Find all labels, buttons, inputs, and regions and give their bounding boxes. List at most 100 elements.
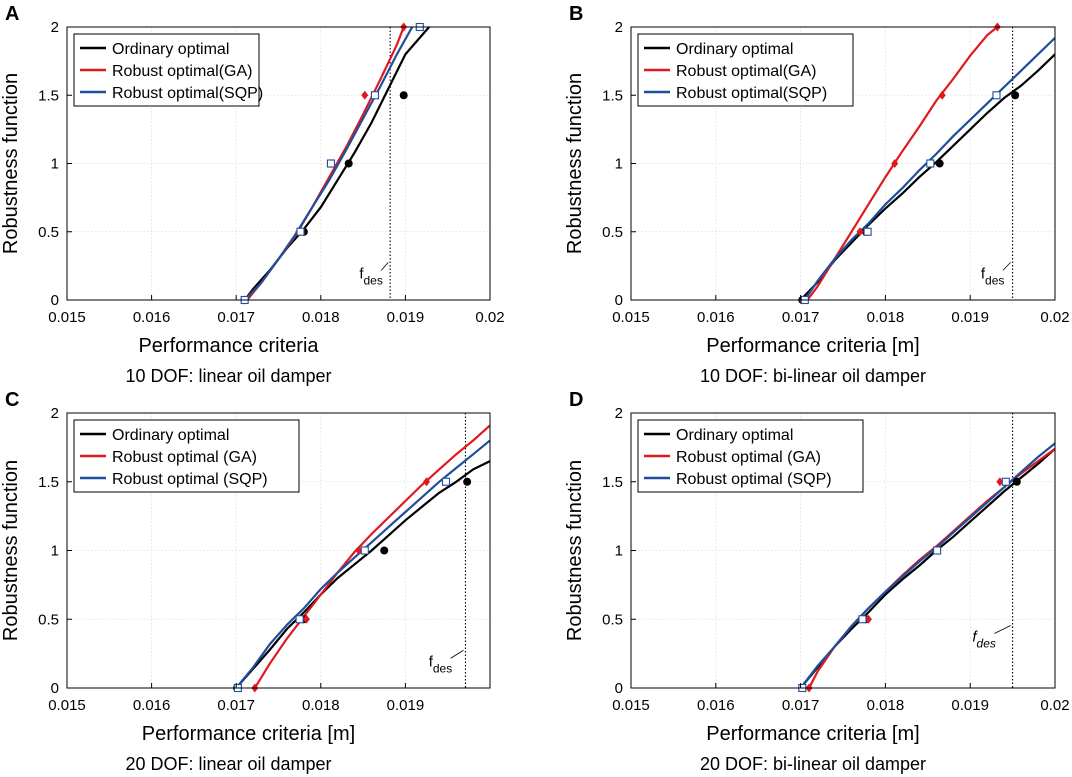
y-tick-label: 0 [51, 292, 59, 309]
data-point-ga [891, 159, 899, 168]
y-tick-label: 2 [615, 19, 623, 36]
y-tick-label: 2 [615, 405, 623, 422]
x-tick-label: 0.018 [302, 697, 340, 714]
panel-c: fdes 0.015 0.016 0.017 0.018 0.019 0 0.5 1 1.5 2 Pe… [0, 389, 491, 774]
data-point-ordinary [1011, 91, 1020, 100]
x-tick-label: 0.018 [867, 309, 905, 326]
x-tick-label: 0.016 [133, 697, 171, 714]
series-line-ga [253, 424, 490, 688]
data-point-ga [355, 546, 363, 555]
x-tick-label: 0.019 [387, 697, 425, 714]
data-point-ga [938, 90, 946, 100]
x-tick-label: 0.017 [217, 697, 255, 714]
data-point-sqp [1001, 477, 1010, 486]
x-tick-label: 0.019 [951, 697, 989, 714]
data-point-ga [423, 477, 431, 487]
data-point-ga [996, 477, 1004, 487]
y-tick-label: 0 [51, 680, 59, 697]
legend-box [73, 419, 300, 493]
y-tick-label: 1.5 [602, 474, 623, 491]
legend-label-ordinary: Ordinary optimal [676, 427, 793, 444]
panel-a: fdes 0.015 0.016 0.017 0.018 0.019 0.02 0 0.5 1 1.… [0, 3, 505, 386]
data-point-sqp [295, 615, 304, 624]
y-tick-label: 1 [615, 543, 623, 560]
y-tick-label: 1.5 [38, 474, 59, 491]
legend: Ordinary optimal Robust optimal (GA) Robus… [73, 419, 300, 493]
x-tick-label: 0.02 [475, 309, 504, 326]
x-tick-label: 0.017 [782, 697, 820, 714]
legend-label-ordinary: Ordinary optimal [676, 41, 793, 58]
series-line-sqp [799, 442, 1055, 688]
x-axis-label: Performance criteria [m] [142, 723, 355, 745]
data-point-ordinary [380, 546, 389, 555]
x-tick-label: 0.017 [217, 309, 255, 326]
legend-label-ga: Robust optimal (GA) [676, 449, 821, 466]
x-tick-label: 0.018 [302, 309, 340, 326]
y-tick-label: 0.5 [602, 611, 623, 628]
y-tick-label: 1.5 [602, 87, 623, 104]
data-point-ga [302, 614, 310, 624]
x-tick-label: 0.016 [697, 309, 735, 326]
fdes-leader [450, 649, 464, 659]
legend-box [637, 419, 864, 493]
x-tick-label: 0.018 [867, 697, 905, 714]
y-axis-label: Robustness function [0, 73, 22, 254]
x-axis-label: Performance criteria [m] [706, 723, 919, 745]
fdes-leader [994, 625, 1011, 634]
y-tick-label: 1 [51, 156, 59, 173]
x-tick-label: 0.015 [48, 697, 86, 714]
data-point-ordinary [935, 159, 944, 168]
x-tick-label: 0.015 [612, 697, 650, 714]
y-tick-label: 1 [51, 543, 59, 560]
data-point-sqp [360, 546, 369, 555]
fdes-label: fdes [359, 265, 383, 287]
y-axis-label: Robustness function [564, 73, 586, 254]
y-tick-label: 0 [615, 680, 623, 697]
legend-label-sqp: Robust optimal (SQP) [112, 471, 268, 488]
fdes-label: fdes [429, 653, 453, 675]
panel-caption: 10 DOF: linear oil damper [125, 366, 331, 386]
panel-b: fdes 0.015 0.016 0.017 0.018 0.019 0.02 0 0.5 1 1.… [564, 3, 1070, 386]
legend-label-sqp: Robust optimal(SQP) [676, 85, 827, 102]
data-point-ga [856, 227, 864, 237]
fdes-label: fdes [981, 265, 1005, 287]
data-point-sqp [296, 227, 305, 236]
x-axis-label: Performance criteria [m] [706, 335, 919, 357]
series-line-ordinary [799, 53, 1055, 300]
y-tick-label: 0.5 [38, 611, 59, 628]
legend-box [637, 33, 854, 107]
y-tick-label: 2 [51, 19, 59, 36]
data-point-sqp [370, 91, 379, 100]
legend-label-ordinary: Ordinary optimal [112, 41, 229, 58]
data-point-sqp [326, 159, 336, 168]
data-point-sqp [863, 227, 872, 236]
y-tick-label: 0 [615, 292, 623, 309]
legend: Ordinary optimal Robust optimal(GA) Robust… [73, 33, 263, 107]
y-tick-label: 0.5 [38, 224, 59, 241]
data-point-ordinary [344, 159, 353, 168]
data-point-sqp [858, 615, 867, 624]
x-tick-label: 0.017 [782, 309, 820, 326]
y-tick-label: 2 [51, 405, 59, 422]
y-axis-label: Robustness function [0, 460, 22, 641]
x-tick-label: 0.016 [133, 309, 171, 326]
x-tick-label: 0.02 [1040, 697, 1069, 714]
x-tick-label: 0.016 [697, 697, 735, 714]
legend: Ordinary optimal Robust optimal (GA) Robus… [637, 419, 864, 493]
data-point-ordinary [399, 91, 408, 100]
fdes-label: fdes [972, 629, 996, 651]
data-point-ordinary [463, 477, 472, 486]
legend-label-ordinary: Ordinary optimal [112, 427, 229, 444]
data-point-sqp [441, 477, 451, 486]
x-tick-label: 0.015 [612, 309, 650, 326]
data-point-sqp [926, 159, 935, 168]
x-tick-label: 0.015 [48, 309, 86, 326]
legend-label-ga: Robust optimal(GA) [112, 63, 253, 80]
fdes-leader [381, 262, 389, 271]
legend-label-ga: Robust optimal (GA) [112, 449, 257, 466]
panel-letter: B [569, 3, 583, 25]
fdes-leader [1002, 262, 1011, 271]
data-point-sqp [933, 546, 942, 555]
panel-caption: 20 DOF: linear oil damper [125, 754, 331, 774]
